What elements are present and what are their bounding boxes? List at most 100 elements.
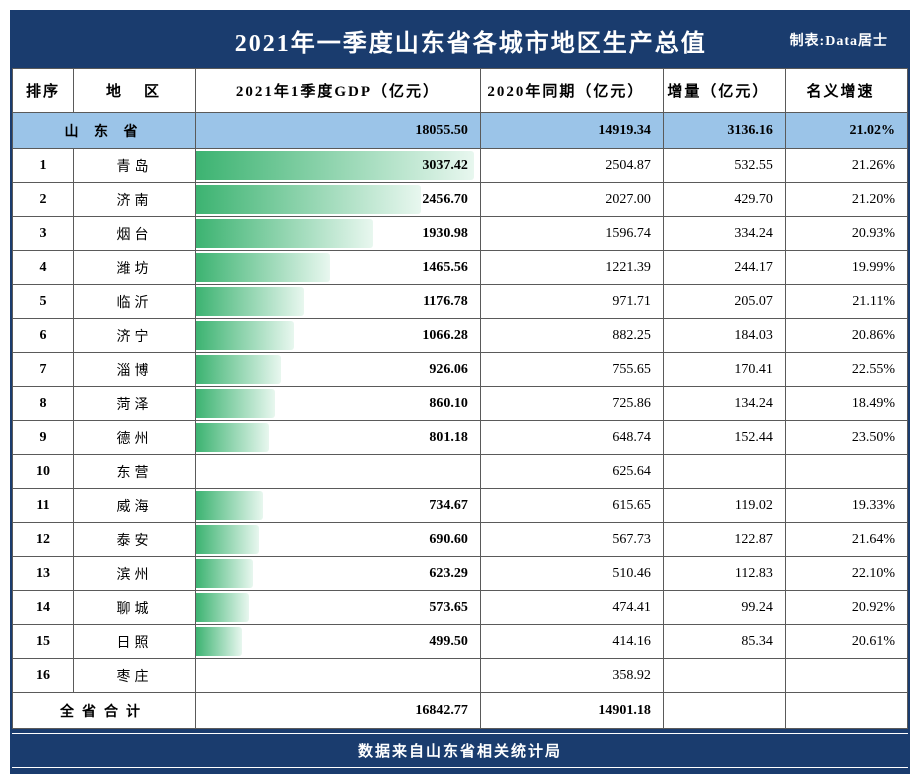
sum-inc: [663, 693, 785, 729]
bar-fill: [196, 491, 263, 520]
table-row: 1青岛3037.422504.87532.5521.26%: [13, 149, 908, 183]
province-name: 山 东 省: [13, 113, 196, 149]
cell-rank: 16: [13, 659, 74, 693]
cell-rate: 22.55%: [785, 353, 907, 387]
sum-rate: [785, 693, 907, 729]
gdp-table: 排序 地 区 2021年1季度GDP（亿元） 2020年同期（亿元） 增量（亿元…: [12, 68, 908, 729]
cell-region: 泰安: [74, 523, 196, 557]
bar-value-label: 499.50: [429, 634, 468, 650]
cell-rank: 6: [13, 319, 74, 353]
cell-gdp2020: 648.74: [480, 421, 663, 455]
cell-rate: 20.93%: [785, 217, 907, 251]
cell-increment: 85.34: [663, 625, 785, 659]
bar-value-label: 1066.28: [422, 328, 468, 344]
bar-fill: [196, 219, 373, 248]
table-row: 6济宁1066.28882.25184.0320.86%: [13, 319, 908, 353]
cell-increment: 334.24: [663, 217, 785, 251]
cell-rate: 21.11%: [785, 285, 907, 319]
bar-fill: [196, 287, 304, 316]
cell-gdp2021-bar: 926.06: [196, 353, 481, 387]
cell-gdp2021-bar: 1176.78: [196, 285, 481, 319]
bar-fill: [196, 627, 242, 656]
cell-rank: 9: [13, 421, 74, 455]
table-row: 12泰安690.60567.73122.8721.64%: [13, 523, 908, 557]
cell-gdp2020: 567.73: [480, 523, 663, 557]
cell-region: 临沂: [74, 285, 196, 319]
cell-gdp2020: 474.41: [480, 591, 663, 625]
cell-rate: 19.33%: [785, 489, 907, 523]
bar-value-label: 690.60: [429, 532, 468, 548]
cell-gdp2020: 882.25: [480, 319, 663, 353]
cell-region: 威海: [74, 489, 196, 523]
cell-gdp2021-bar: 573.65: [196, 591, 481, 625]
cell-gdp2021-bar: 1066.28: [196, 319, 481, 353]
province-rate: 21.02%: [785, 113, 907, 149]
header-row: 排序 地 区 2021年1季度GDP（亿元） 2020年同期（亿元） 增量（亿元…: [13, 69, 908, 113]
bar-fill: [196, 559, 253, 588]
table-row: 2济南2456.702027.00429.7021.20%: [13, 183, 908, 217]
cell-increment: 184.03: [663, 319, 785, 353]
bar-value-label: 734.67: [429, 498, 468, 514]
table-body: 山 东 省 18055.50 14919.34 3136.16 21.02% 1…: [13, 113, 908, 729]
cell-gdp2021-bar: 499.50: [196, 625, 481, 659]
bar-value-label: 926.06: [429, 362, 468, 378]
table-row: 9德州801.18648.74152.4423.50%: [13, 421, 908, 455]
cell-rate: 21.20%: [785, 183, 907, 217]
cell-rank: 7: [13, 353, 74, 387]
table-row: 10东营625.64: [13, 455, 908, 489]
bar-fill: [196, 389, 275, 418]
table-row: 13滨州623.29510.46112.8322.10%: [13, 557, 908, 591]
table-row: 8菏泽860.10725.86134.2418.49%: [13, 387, 908, 421]
cell-rate: 20.61%: [785, 625, 907, 659]
cell-gdp2020: 725.86: [480, 387, 663, 421]
cell-rate: 22.10%: [785, 557, 907, 591]
cell-gdp2021-bar: 690.60: [196, 523, 481, 557]
cell-rank: 14: [13, 591, 74, 625]
cell-gdp2021-bar: 1930.98: [196, 217, 481, 251]
cell-increment: 112.83: [663, 557, 785, 591]
bar-value-label: 1176.78: [423, 294, 468, 310]
cell-gdp2020: 414.16: [480, 625, 663, 659]
header-gdp2021: 2021年1季度GDP（亿元）: [196, 69, 481, 113]
chart-credit: 制表:Data居士: [790, 30, 888, 50]
bar-fill: [196, 253, 330, 282]
bar-fill: [196, 321, 294, 350]
cell-gdp2021-bar: 623.29: [196, 557, 481, 591]
cell-rank: 15: [13, 625, 74, 659]
footer-text: 数据来自山东省相关统计局: [12, 734, 908, 767]
cell-rate: 21.64%: [785, 523, 907, 557]
cell-gdp2021-bar: [196, 455, 481, 489]
cell-gdp2020: 2027.00: [480, 183, 663, 217]
cell-increment: 532.55: [663, 149, 785, 183]
cell-rank: 1: [13, 149, 74, 183]
province-total-row: 山 东 省 18055.50 14919.34 3136.16 21.02%: [13, 113, 908, 149]
cell-region: 德州: [74, 421, 196, 455]
cell-gdp2020: 615.65: [480, 489, 663, 523]
cell-rate: 18.49%: [785, 387, 907, 421]
province-increment: 3136.16: [663, 113, 785, 149]
cell-rate: 23.50%: [785, 421, 907, 455]
bar-value-label: 860.10: [429, 396, 468, 412]
footer-band: 数据来自山东省相关统计局: [12, 729, 908, 772]
table-row: 16枣庄358.92: [13, 659, 908, 693]
province-gdp2021: 18055.50: [196, 113, 481, 149]
sum-label: 全省合计: [13, 693, 196, 729]
cell-gdp2021-bar: 734.67: [196, 489, 481, 523]
sum-gdp2021: 16842.77: [196, 693, 481, 729]
cell-region: 聊城: [74, 591, 196, 625]
cell-rank: 4: [13, 251, 74, 285]
cell-region: 枣庄: [74, 659, 196, 693]
cell-gdp2020: 755.65: [480, 353, 663, 387]
chart-title: 2021年一季度山东省各城市地区生产总值: [32, 23, 790, 58]
cell-region: 滨州: [74, 557, 196, 591]
gdp-table-container: 2021年一季度山东省各城市地区生产总值 制表:Data居士 排序 地 区 20…: [10, 10, 910, 774]
cell-rank: 12: [13, 523, 74, 557]
bar-value-label: 1930.98: [422, 226, 468, 242]
cell-gdp2021-bar: 3037.42: [196, 149, 481, 183]
cell-gdp2020: 1596.74: [480, 217, 663, 251]
cell-rank: 11: [13, 489, 74, 523]
cell-gdp2020: 625.64: [480, 455, 663, 489]
cell-increment: 119.02: [663, 489, 785, 523]
bar-fill: [196, 525, 259, 554]
bar-fill: [196, 355, 281, 384]
